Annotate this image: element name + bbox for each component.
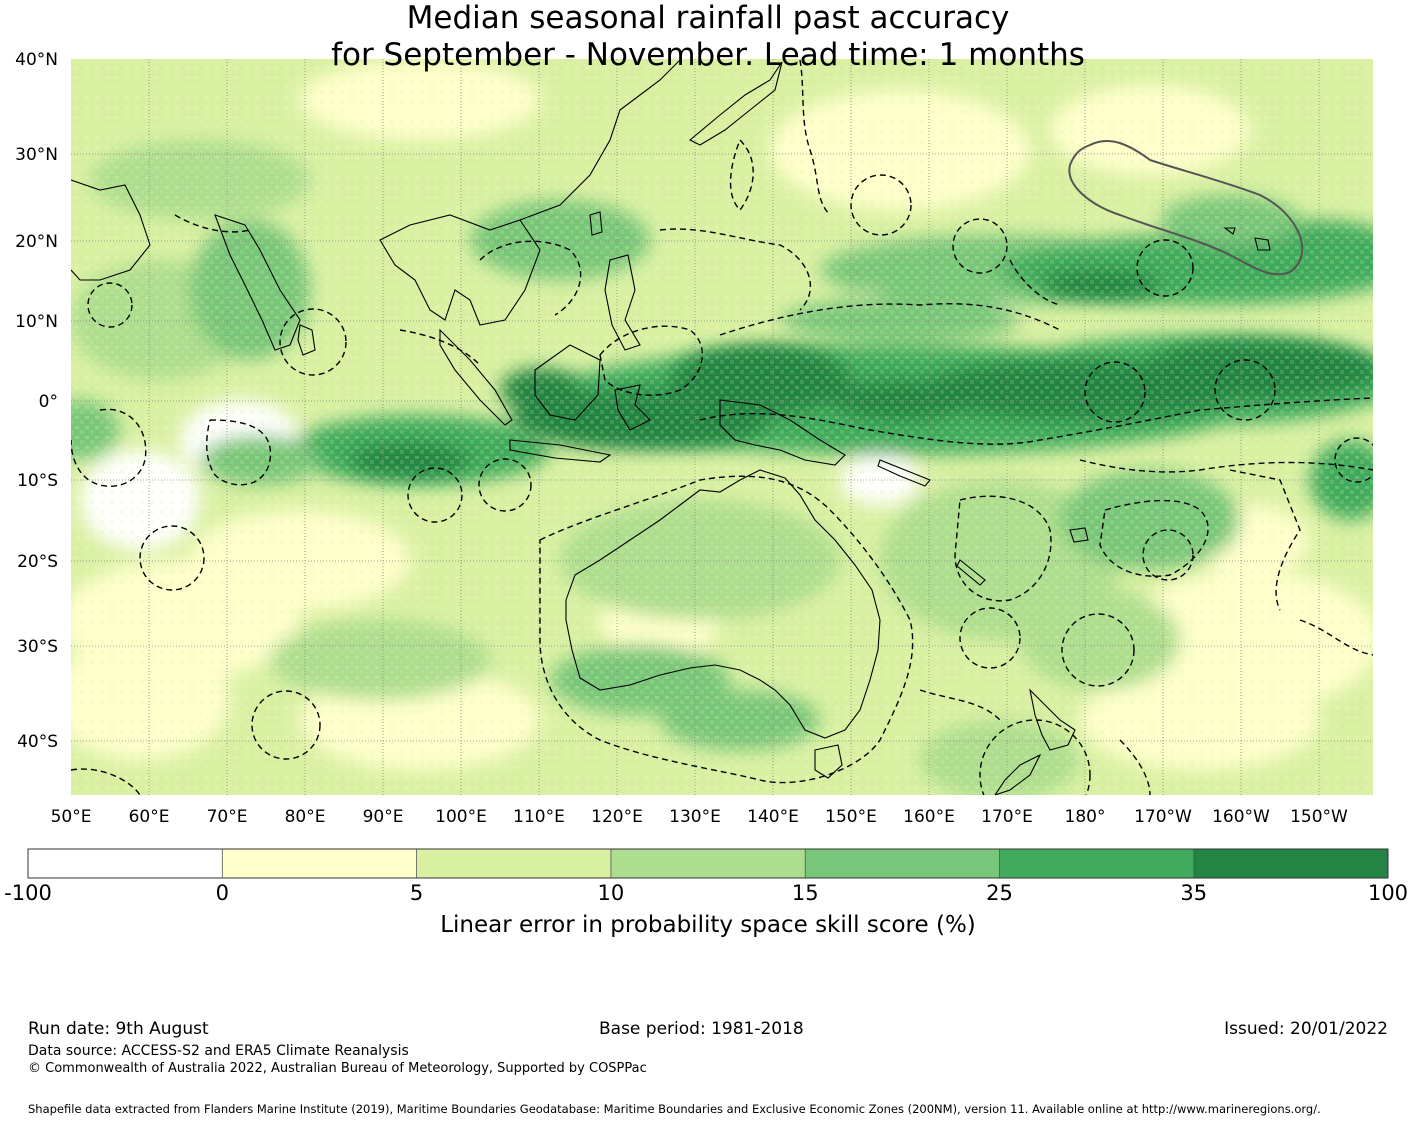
issued-date: Issued: 20/01/2022	[1224, 1019, 1388, 1039]
lon-label: 80°E	[285, 807, 326, 827]
lat-label: 10°S	[17, 471, 58, 491]
arabia-coastline	[71, 179, 151, 281]
lon-label: 170°W	[1134, 807, 1192, 827]
lon-label: 110°E	[513, 807, 565, 827]
skill-field	[71, 59, 1373, 795]
hawaii-coastline	[1223, 227, 1271, 251]
lon-label: 170°E	[981, 807, 1033, 827]
japan-coastline	[689, 61, 783, 146]
colorbar-tick-label: 10	[598, 881, 625, 905]
lat-label: 20°S	[17, 552, 58, 572]
shapefile-credit: Shapefile data extracted from Flanders M…	[28, 1102, 1321, 1116]
latitude-labels: 40°N 30°N 20°N 10°N 0° 10°S 20°S 30°S 40…	[15, 50, 58, 752]
title-line-2: for September - November. Lead time: 1 m…	[331, 37, 1085, 73]
china-coastline	[519, 59, 681, 221]
india-coastline	[214, 214, 301, 351]
lon-label: 150°E	[825, 807, 877, 827]
philippines-coastline	[604, 254, 641, 351]
colorbar-tick-label: 0	[216, 881, 229, 905]
colorbar-swatch	[416, 849, 611, 878]
colorbar-swatch	[1193, 849, 1388, 878]
lat-label: 40°N	[15, 50, 58, 70]
lon-label: 180°	[1065, 807, 1106, 827]
new-zealand-south-coastline	[994, 753, 1042, 795]
colorbar-frame	[27, 848, 1389, 879]
solomon-coastline	[877, 459, 931, 487]
title-line-1: Median seasonal rainfall past accuracy	[406, 0, 1010, 36]
new-caledonia-coastline	[956, 559, 986, 586]
run-date: Run date: 9th August	[28, 1019, 209, 1039]
colorbar-tick-label: 35	[1180, 881, 1207, 905]
colorbar-tick-label: 15	[792, 881, 819, 905]
java-coastline	[509, 439, 612, 463]
base-period: Base period: 1981-2018	[599, 1019, 804, 1039]
colorbar-tick-label: 5	[410, 881, 423, 905]
lon-label: 140°E	[747, 807, 799, 827]
coastlines	[71, 59, 1271, 795]
colorbar-swatch	[28, 849, 223, 878]
new-guinea-coastline	[719, 399, 846, 466]
lon-label: 130°E	[669, 807, 721, 827]
colorbar-swatch	[610, 849, 806, 878]
lat-label: 0°	[39, 392, 58, 412]
colorbar-swatch	[805, 849, 1000, 878]
highlight-region-outline	[1068, 140, 1304, 276]
colorbar-swatch	[999, 849, 1194, 878]
fiji-coastline	[1069, 527, 1089, 543]
colorbar-tick-label: -100	[4, 881, 52, 905]
colorbar-tick-label: 25	[986, 881, 1013, 905]
lon-label: 90°E	[363, 807, 404, 827]
colorbar-label: Linear error in probability space skill …	[440, 912, 976, 938]
lat-label: 20°N	[15, 232, 58, 252]
eez-boundaries	[71, 59, 1373, 795]
lon-label: 150°W	[1290, 807, 1348, 827]
lat-label: 30°N	[15, 145, 58, 165]
lon-label: 70°E	[207, 807, 248, 827]
lon-label: 100°E	[435, 807, 487, 827]
lat-label: 40°S	[17, 732, 58, 752]
lon-label: 160°E	[903, 807, 955, 827]
colorbar: -100 0 5 10 15 25 35 100 Linear error in…	[4, 848, 1408, 938]
new-zealand-north-coastline	[1029, 688, 1076, 751]
longitude-labels: 50°E 60°E 70°E 80°E 90°E 100°E 110°E 120…	[51, 807, 1349, 827]
data-source: Data source: ACCESS-S2 and ERA5 Climate …	[28, 1043, 409, 1059]
lon-label: 50°E	[51, 807, 92, 827]
colorbar-tick-label: 100	[1368, 881, 1408, 905]
sri-lanka-coastline	[297, 324, 316, 356]
sumatra-coastline	[439, 328, 513, 426]
copyright-notice: © Commonwealth of Australia 2022, Austra…	[28, 1061, 647, 1076]
gridlines	[71, 59, 1373, 795]
lon-label: 60°E	[129, 807, 170, 827]
australia-coastline	[565, 469, 881, 739]
lon-label: 160°W	[1212, 807, 1270, 827]
tasmania-coastline	[814, 744, 843, 779]
lat-label: 10°N	[15, 312, 58, 332]
sulawesi-coastline	[614, 384, 651, 431]
borneo-coastline	[534, 344, 601, 421]
indochina-coastline	[379, 214, 541, 326]
lon-label: 120°E	[591, 807, 643, 827]
lat-label: 30°S	[17, 637, 58, 657]
colorbar-swatch	[222, 849, 417, 878]
taiwan-coastline	[589, 211, 603, 236]
map-figure: 40°N 30°N 20°N 10°N 0° 10°S 20°S 30°S 40…	[4, 50, 1408, 938]
